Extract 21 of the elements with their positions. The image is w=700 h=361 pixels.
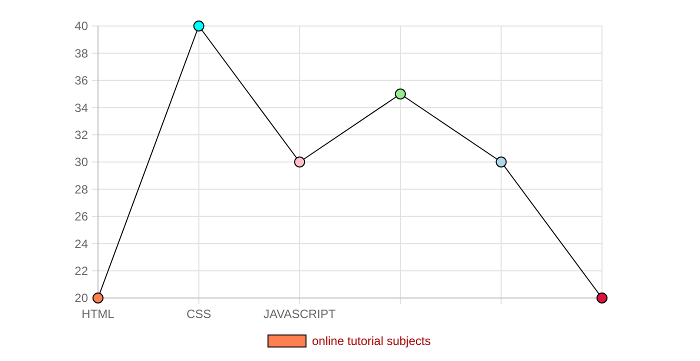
y-tick-label: 26 <box>74 210 88 224</box>
point <box>394 88 406 100</box>
y-tick-label: 24 <box>74 236 88 251</box>
x-tick-label: CSS <box>186 307 212 321</box>
y-tick-label: 34 <box>74 100 88 115</box>
point <box>92 292 104 304</box>
point <box>496 156 507 168</box>
y-tick-label: 22 <box>74 264 88 278</box>
x-tick-label: JAVASCRIPT <box>263 307 336 321</box>
y-tick-label: 32 <box>74 128 88 142</box>
point <box>596 292 608 304</box>
point <box>294 156 306 168</box>
point <box>193 20 204 32</box>
y-tick-label: 20 <box>74 291 88 306</box>
x-tick-label: HTML <box>82 307 115 321</box>
legend-label: online tutorial subjects <box>312 334 431 348</box>
y-tick-label: 36 <box>74 74 88 88</box>
y-tick-label: 30 <box>74 155 88 170</box>
y-tick-label: 40 <box>74 19 88 34</box>
y-tick-label: 28 <box>74 182 88 196</box>
y-tick-label: 38 <box>74 46 88 60</box>
